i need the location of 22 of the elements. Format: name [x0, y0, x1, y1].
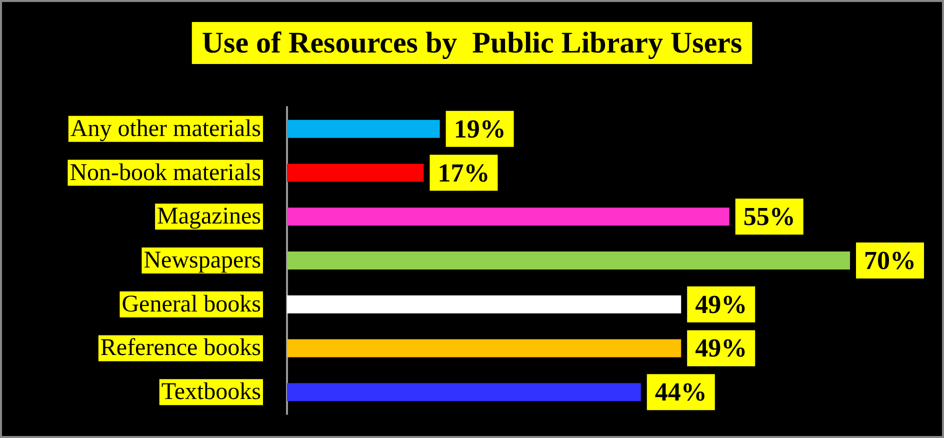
data-label: 44%	[654, 378, 707, 407]
y-tick-label: Magazines	[157, 204, 261, 230]
y-tick-label: General books	[122, 291, 261, 318]
data-label: 49%	[695, 290, 748, 319]
bar	[287, 295, 682, 314]
data-label: 55%	[743, 202, 796, 232]
bar	[287, 164, 424, 182]
y-tick-label: Newspapers	[144, 248, 261, 274]
bar	[287, 252, 850, 270]
y-tick-label: Textbooks	[161, 379, 261, 406]
data-label: 17%	[438, 158, 490, 188]
data-label: 19%	[454, 114, 506, 144]
bar	[287, 339, 682, 358]
y-tick-label: Reference books	[100, 335, 261, 362]
chart-title: Use of Resources by Public Library Users	[202, 26, 742, 60]
bar	[287, 120, 440, 138]
y-tick-label: Any other materials	[70, 116, 261, 142]
y-tick-label: Non-book materials	[70, 160, 261, 186]
bar	[287, 208, 730, 226]
data-label: 49%	[695, 334, 748, 363]
bar	[287, 383, 641, 402]
data-label: 70%	[864, 246, 916, 275]
